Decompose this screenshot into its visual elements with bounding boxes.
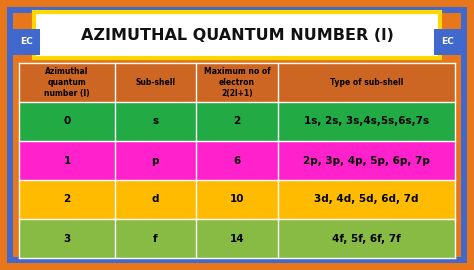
Text: 6: 6 <box>233 156 241 166</box>
Text: d: d <box>152 194 159 204</box>
Text: AZIMUTHAL QUANTUM NUMBER (l): AZIMUTHAL QUANTUM NUMBER (l) <box>81 28 393 42</box>
Text: 0: 0 <box>64 116 71 127</box>
Text: s: s <box>152 116 158 127</box>
Text: EC: EC <box>441 38 454 46</box>
Bar <box>19 219 455 258</box>
Text: f: f <box>153 234 157 244</box>
Text: 1s, 2s, 3s,4s,5s,6s,7s: 1s, 2s, 3s,4s,5s,6s,7s <box>304 116 429 127</box>
Bar <box>13 29 40 55</box>
Text: EC: EC <box>20 38 33 46</box>
Bar <box>19 102 455 141</box>
Text: Maximum no of
electron
2(2l+1): Maximum no of electron 2(2l+1) <box>204 67 270 98</box>
Bar <box>19 180 455 219</box>
Bar <box>19 141 455 180</box>
Text: p: p <box>152 156 159 166</box>
Bar <box>34 12 440 58</box>
Text: 3d, 4d, 5d, 6d, 7d: 3d, 4d, 5d, 6d, 7d <box>314 194 419 204</box>
Bar <box>19 63 455 102</box>
Text: Type of sub-shell: Type of sub-shell <box>330 78 403 87</box>
Text: 3: 3 <box>64 234 71 244</box>
Text: 14: 14 <box>230 234 244 244</box>
Bar <box>434 29 461 55</box>
Text: 2: 2 <box>64 194 71 204</box>
Text: Azimuthal
quantum
number (l): Azimuthal quantum number (l) <box>44 67 90 98</box>
Text: 2p, 3p, 4p, 5p, 6p, 7p: 2p, 3p, 4p, 5p, 6p, 7p <box>303 156 430 166</box>
Text: Sub-shell: Sub-shell <box>135 78 175 87</box>
Text: 2: 2 <box>233 116 241 127</box>
Text: 10: 10 <box>230 194 244 204</box>
Text: 4f, 5f, 6f, 7f: 4f, 5f, 6f, 7f <box>332 234 401 244</box>
Text: 1: 1 <box>64 156 71 166</box>
